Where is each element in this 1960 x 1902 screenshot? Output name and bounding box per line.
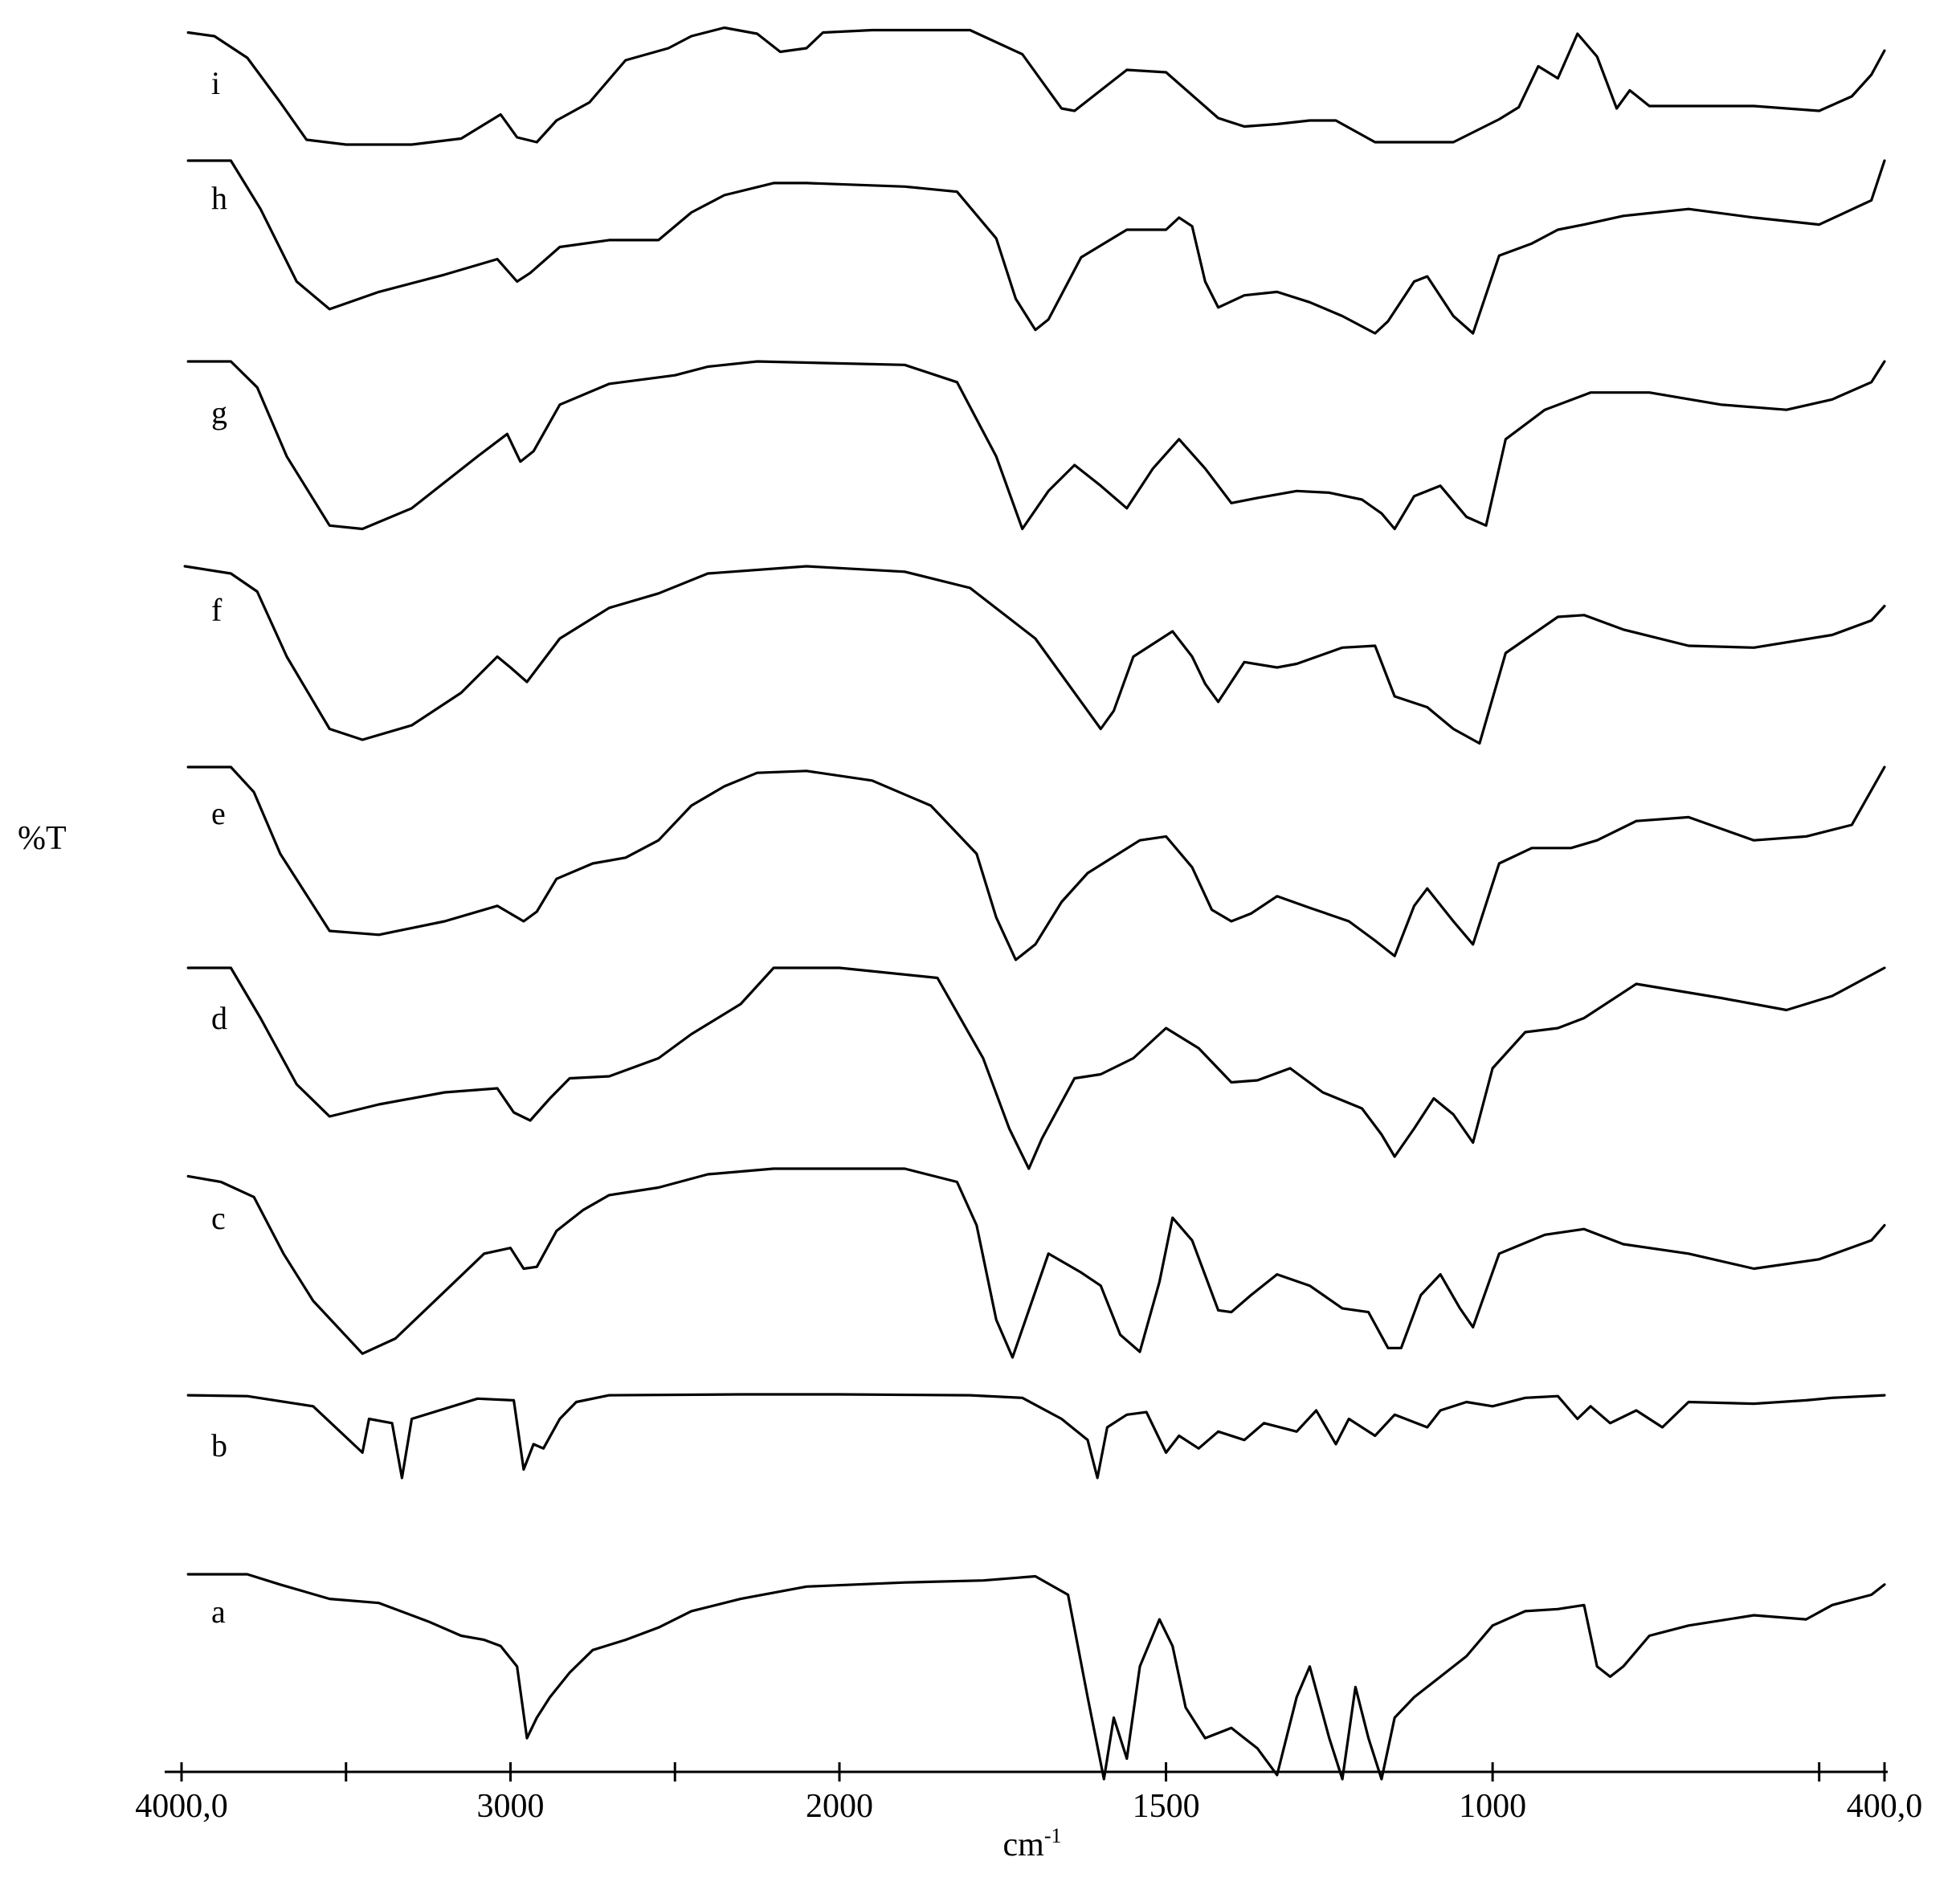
spectrum-line-c (186, 1167, 1886, 1359)
x-axis-label-base: cm (1003, 1826, 1045, 1863)
x-axis-tick-labels: 4000,0 3000 2000 1500 1000 400,0 (135, 1788, 1922, 1825)
x-tick-label-4000: 4000,0 (135, 1788, 228, 1825)
x-axis-label: cm-1 (1003, 1824, 1062, 1863)
x-tick-label-2000: 2000 (806, 1788, 873, 1825)
series-label-b: b (211, 1427, 227, 1463)
spectrum-line-d (186, 966, 1886, 1170)
series-label-f: f (211, 592, 223, 628)
x-axis-label-superscript: -1 (1044, 1824, 1062, 1847)
series-label-i: i (211, 65, 220, 101)
series-label-c: c (211, 1200, 226, 1236)
spectrum-line-i (186, 26, 1886, 146)
spectrum-line-f (183, 565, 1886, 745)
spectrum-line-a (186, 1573, 1886, 1781)
spectrum-line-b (186, 1393, 1886, 1480)
series-labels: i h g f e d c b a (211, 65, 227, 1630)
series-label-g: g (211, 394, 227, 431)
series-label-d: d (211, 1000, 227, 1036)
x-tick-label-1500: 1500 (1133, 1788, 1200, 1825)
x-tick-label-400: 400,0 (1847, 1788, 1923, 1825)
series-label-a: a (211, 1594, 226, 1630)
x-tick-label-3000: 3000 (477, 1788, 545, 1825)
spectrum-traces (183, 26, 1886, 1781)
spectrum-line-h (186, 159, 1886, 335)
series-label-h: h (211, 180, 227, 216)
x-tick-label-1000: 1000 (1459, 1788, 1526, 1825)
spectrum-line-e (186, 765, 1886, 961)
y-axis-label: %T (18, 820, 67, 857)
series-label-e: e (211, 795, 226, 831)
x-axis-ticks (180, 1762, 1886, 1782)
spectrum-line-g (186, 360, 1886, 531)
